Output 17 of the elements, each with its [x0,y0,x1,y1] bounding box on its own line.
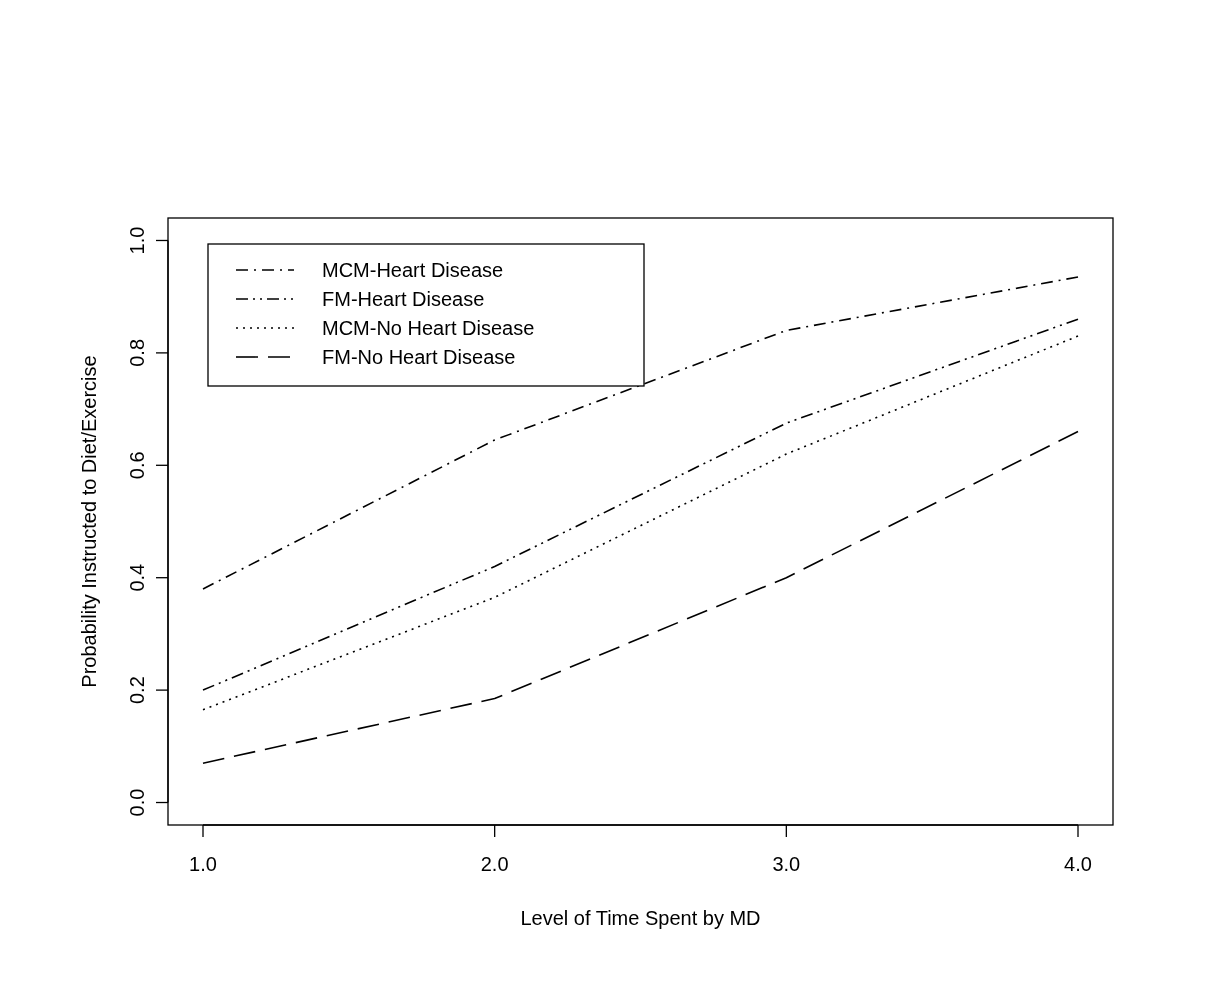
x-tick-label: 1.0 [189,853,217,875]
y-tick-label: 0.0 [126,788,148,817]
y-tick-label: 0.4 [126,563,148,592]
x-tick-label: 2.0 [480,853,509,875]
legend-label: FM-Heart Disease [322,288,485,310]
x-tick-label: 4.0 [1064,853,1092,875]
y-tick-label: 0.8 [126,338,148,367]
legend-label: MCM-Heart Disease [322,259,504,281]
y-axis-title: Probability Instructed to Diet/Exercise [78,355,100,688]
y-tick-label: 0.2 [126,676,148,705]
line-series [202,430,1079,764]
y-tick-label: 0.6 [126,451,148,480]
legend-label: FM-No Heart Disease [322,346,516,368]
x-axis-title: Level of Time Spent by MD [520,907,761,929]
x-tick-label: 3.0 [772,853,801,875]
legend-label: MCM-No Heart Disease [322,317,535,339]
y-tick-label: 1.0 [126,226,148,255]
